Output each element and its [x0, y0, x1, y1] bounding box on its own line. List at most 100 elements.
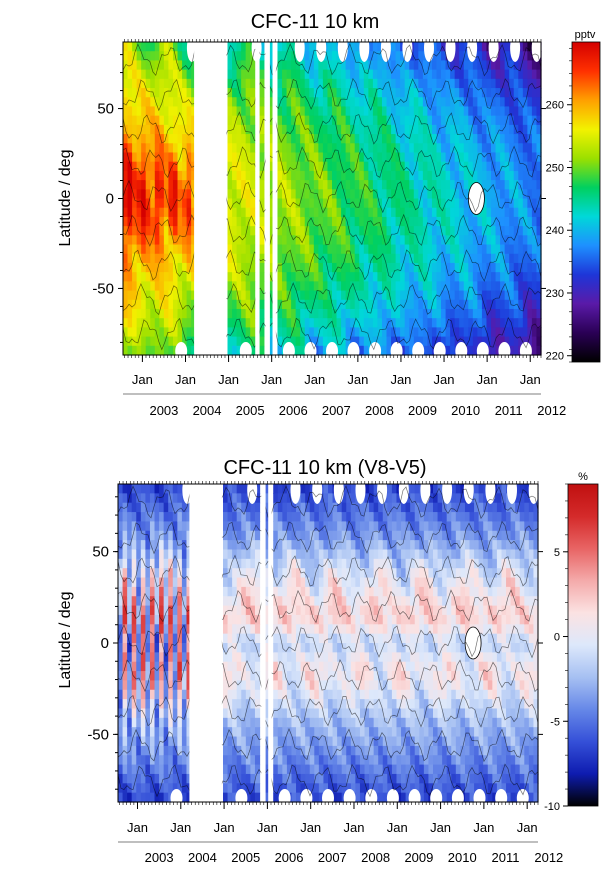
heatmap-cell: [378, 765, 383, 775]
heatmap-cell: [168, 318, 173, 328]
heatmap-cell: [241, 171, 246, 181]
heatmap-cell: [351, 774, 356, 784]
heatmap-cell: [405, 318, 410, 328]
heatmap-cell: [305, 606, 310, 616]
heatmap-cell: [333, 578, 338, 588]
heatmap-cell: [145, 727, 150, 737]
heatmap-cell: [246, 737, 251, 747]
heatmap-cell: [532, 106, 537, 116]
heatmap-cell: [500, 97, 505, 107]
heatmap-cell: [364, 337, 369, 347]
heatmap-cell: [259, 281, 264, 291]
heatmap-cell: [427, 199, 432, 209]
heatmap-cell: [473, 300, 478, 310]
heatmap-cell: [155, 143, 160, 153]
heatmap-cell: [532, 70, 537, 80]
heatmap-cell: [155, 199, 160, 209]
heatmap-cell: [333, 680, 338, 690]
heatmap-cell: [128, 171, 133, 181]
heatmap-cell: [246, 680, 251, 690]
heatmap-cell: [378, 503, 383, 513]
heatmap-cell: [241, 690, 246, 700]
heatmap-cell: [369, 718, 374, 728]
heatmap-cell: [377, 70, 382, 80]
heatmap-cell: [337, 106, 342, 116]
heatmap-cell: [241, 309, 246, 319]
heatmap-cell: [155, 51, 160, 61]
heatmap-cell: [514, 171, 519, 181]
heatmap-cell: [228, 318, 233, 328]
heatmap-cell: [374, 521, 379, 531]
heatmap-cell: [450, 291, 455, 301]
heatmap-cell: [132, 189, 137, 199]
heatmap-cell: [500, 281, 505, 291]
heatmap-cell: [374, 680, 379, 690]
heatmap-cell: [359, 226, 364, 236]
heatmap-cell: [255, 503, 260, 513]
heatmap-cell: [387, 327, 392, 337]
heatmap-cell: [250, 180, 255, 190]
heatmap-cell: [259, 88, 264, 98]
heatmap-cell: [387, 624, 392, 634]
heatmap-cell: [150, 624, 155, 634]
heatmap-cell: [136, 531, 141, 541]
heatmap-cell: [382, 217, 387, 227]
heatmap-cell: [333, 540, 338, 550]
heatmap-cell: [327, 134, 332, 144]
heatmap-cell: [337, 327, 342, 337]
heatmap-cell: [155, 615, 160, 625]
heatmap-cell: [392, 493, 397, 503]
heatmap-cell: [291, 755, 296, 765]
heatmap-cell: [250, 291, 255, 301]
heatmap-cell: [301, 774, 306, 784]
x-tick-label: Jan: [520, 372, 541, 387]
heatmap-cell: [250, 559, 255, 569]
heatmap-cell: [232, 226, 237, 236]
heatmap-cell: [455, 162, 460, 172]
heatmap-cell: [391, 180, 396, 190]
heatmap-cell: [333, 531, 338, 541]
heatmap-cell: [146, 291, 151, 301]
heatmap-cell: [496, 162, 501, 172]
heatmap-cell: [141, 180, 146, 190]
heatmap-cell: [287, 116, 292, 126]
heatmap-cell: [396, 503, 401, 513]
heatmap-cell: [532, 281, 537, 291]
heatmap-cell: [337, 596, 342, 606]
heatmap-cell: [377, 97, 382, 107]
heatmap-cell: [246, 512, 251, 522]
heatmap-cell: [396, 671, 401, 681]
heatmap-cell: [277, 226, 282, 236]
heatmap-cell: [141, 245, 146, 255]
heatmap-cell: [259, 254, 264, 264]
heatmap-cell: [418, 245, 423, 255]
heatmap-cell: [277, 171, 282, 181]
heatmap-cell: [296, 596, 301, 606]
heatmap-cell: [337, 737, 342, 747]
heatmap-cell: [137, 309, 142, 319]
heatmap-cell: [146, 171, 151, 181]
heatmap-cell: [123, 208, 128, 218]
heatmap-cell: [350, 291, 355, 301]
heatmap-cell: [296, 606, 301, 616]
heatmap-cell: [414, 106, 419, 116]
heatmap-cell: [514, 318, 519, 328]
heatmap-cell: [337, 559, 342, 569]
heatmap-cell: [278, 671, 283, 681]
heatmap-cell: [369, 755, 374, 765]
heatmap-cell: [301, 652, 306, 662]
heatmap-cell: [277, 79, 282, 89]
heatmap-cell: [182, 70, 187, 80]
heatmap-cell: [278, 680, 283, 690]
heatmap-cell: [127, 568, 132, 578]
heatmap-cell: [455, 309, 460, 319]
heatmap-cell: [441, 318, 446, 328]
heatmap-cell: [369, 624, 374, 634]
heatmap-cell: [378, 662, 383, 672]
heatmap-cell: [241, 88, 246, 98]
heatmap-cell: [296, 718, 301, 728]
heatmap-cell: [132, 116, 137, 126]
heatmap-cell: [365, 680, 370, 690]
heatmap-cell: [223, 634, 228, 644]
heatmap-cell: [387, 503, 392, 513]
